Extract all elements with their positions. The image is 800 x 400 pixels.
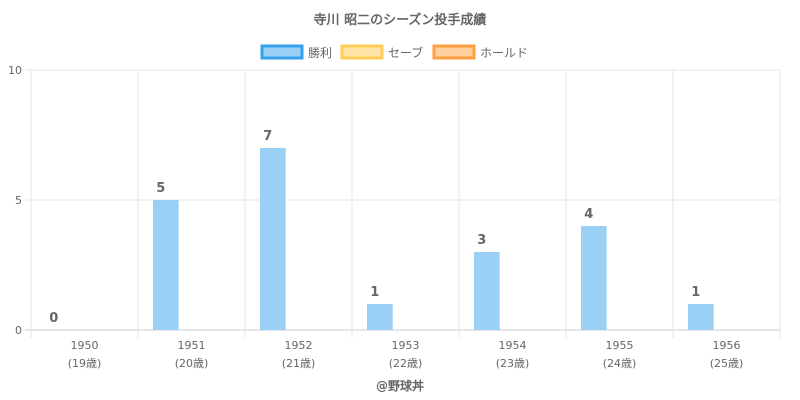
x-tick-label: 1955 — [606, 339, 634, 352]
y-tick-label: 0 — [15, 324, 22, 337]
legend-label: セーブ — [388, 45, 423, 60]
data-label: 5 — [156, 181, 165, 196]
y-tick-label: 5 — [15, 194, 22, 207]
bar-0-4 — [473, 252, 500, 330]
bars — [152, 148, 714, 330]
legend-item-0[interactable]: 勝利 — [260, 44, 332, 60]
bar-0-3 — [366, 304, 393, 330]
x-tick-sublabel: (21歳) — [282, 357, 316, 370]
bar-0-2 — [259, 148, 286, 330]
legend[interactable]: 勝利 セーブ ホールド — [260, 44, 528, 60]
data-label: 3 — [477, 233, 486, 248]
y-tick-label: 10 — [8, 64, 22, 77]
x-tick-sublabel: (23歳) — [496, 357, 530, 370]
data-label: 0 — [49, 311, 58, 326]
grid — [25, 69, 781, 338]
x-tick-sublabel: (25歳) — [710, 357, 744, 370]
x-tick-label: 1956 — [713, 339, 741, 352]
legend-label: ホールド — [480, 46, 528, 60]
axis-ticks: 05101950(19歳)1951(20歳)1952(21歳)1953(22歳)… — [8, 64, 743, 370]
credit-text: @野球丼 — [376, 378, 424, 393]
data-label: 7 — [263, 129, 272, 144]
legend-item-1[interactable]: セーブ — [340, 44, 423, 60]
bar-0-1 — [152, 200, 179, 330]
data-label: 4 — [584, 207, 593, 222]
legend-swatch — [340, 44, 384, 60]
x-tick-sublabel: (24歳) — [603, 357, 637, 370]
x-tick-label: 1950 — [71, 339, 99, 352]
bar-0-5 — [580, 226, 607, 330]
x-tick-label: 1954 — [499, 339, 527, 352]
x-tick-sublabel: (19歳) — [68, 357, 102, 370]
data-labels: 0 5 7 1 3 4 1 — [49, 129, 700, 326]
legend-swatch — [432, 44, 476, 60]
chart-title: 寺川 昭二のシーズン投手成績 — [314, 12, 487, 28]
x-tick-sublabel: (22歳) — [389, 357, 423, 370]
data-label: 1 — [691, 285, 700, 300]
legend-label: 勝利 — [308, 45, 332, 60]
bar-0-6 — [687, 304, 714, 330]
x-tick-sublabel: (20歳) — [175, 357, 209, 370]
legend-item-2[interactable]: ホールド — [432, 44, 528, 60]
legend-swatch — [260, 44, 304, 60]
x-tick-label: 1952 — [285, 339, 313, 352]
x-tick-label: 1953 — [392, 339, 420, 352]
data-label: 1 — [370, 285, 379, 300]
x-tick-label: 1951 — [178, 339, 206, 352]
